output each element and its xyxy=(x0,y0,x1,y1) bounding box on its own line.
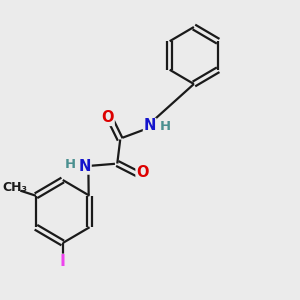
Text: O: O xyxy=(102,110,114,125)
Text: H: H xyxy=(65,158,76,171)
Text: O: O xyxy=(136,165,148,180)
Text: N: N xyxy=(143,118,156,134)
Text: H: H xyxy=(160,120,171,133)
Text: N: N xyxy=(79,159,91,174)
Text: CH₃: CH₃ xyxy=(2,181,27,194)
Text: I: I xyxy=(60,254,66,269)
